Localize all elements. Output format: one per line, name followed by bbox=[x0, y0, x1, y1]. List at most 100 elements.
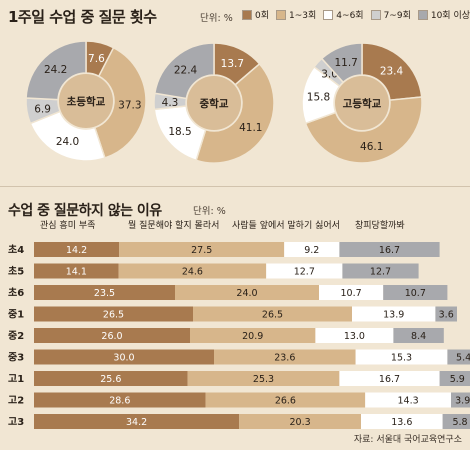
legend-label: 1~3회 bbox=[289, 11, 317, 21]
bar-value-label: 24.6 bbox=[182, 267, 203, 278]
bar-value-label: 25.6 bbox=[100, 374, 121, 385]
bar-value-label: 26.6 bbox=[275, 396, 296, 407]
bar-value-label: 14.3 bbox=[398, 396, 419, 407]
legend-label: 0회 bbox=[255, 11, 270, 21]
donut-slice-label: 24.2 bbox=[44, 64, 67, 76]
bar-value-label: 20.9 bbox=[242, 331, 263, 342]
source-note: 자료: 서울대 국어교육연구소 bbox=[353, 435, 462, 445]
bar-segment bbox=[187, 371, 340, 386]
bar-segment bbox=[34, 414, 240, 429]
bar-value-label: 26.5 bbox=[103, 310, 124, 321]
legend-label: 10회 이상 bbox=[430, 11, 470, 21]
bar-segment bbox=[315, 328, 394, 343]
donut-slice-label: 6.9 bbox=[34, 103, 51, 115]
donut-chart: 7.6 37.3 24.0 6.9 24.2 초등학교 bbox=[25, 40, 147, 162]
bar-segment bbox=[193, 306, 352, 322]
bar-value-label: 16.7 bbox=[379, 245, 400, 256]
legend-swatch bbox=[323, 9, 334, 20]
donut-slice bbox=[93, 46, 147, 159]
donut-slice bbox=[320, 42, 363, 84]
series-label: 뭘 질문해야 할지 몰라서 bbox=[128, 219, 219, 231]
bar-segment bbox=[284, 242, 340, 257]
donut-slice bbox=[29, 110, 106, 162]
donut-center bbox=[335, 76, 389, 130]
bar-value-label: 14.2 bbox=[66, 245, 87, 256]
bar-segment bbox=[319, 285, 384, 300]
donut-slice bbox=[25, 40, 87, 101]
bar-segment bbox=[442, 414, 470, 429]
bar-segment bbox=[119, 242, 285, 257]
bar-segment bbox=[239, 414, 361, 429]
bar-segment bbox=[393, 328, 444, 343]
legend-swatch bbox=[276, 9, 287, 20]
bar-segment bbox=[339, 371, 440, 386]
bar-segment bbox=[175, 285, 319, 300]
bar-value-label: 26.0 bbox=[101, 331, 122, 342]
bar-segment bbox=[34, 285, 175, 300]
bar-segment bbox=[214, 349, 356, 365]
bar-value-label: 5.4 bbox=[456, 353, 470, 364]
donut-slice-label: 37.3 bbox=[118, 99, 141, 111]
donut-unit-label: 단위: % bbox=[200, 13, 233, 24]
section-divider bbox=[0, 186, 470, 187]
bar-segment bbox=[447, 349, 470, 365]
legend-swatch bbox=[242, 9, 252, 20]
bar-value-label: 30.0 bbox=[113, 353, 134, 364]
bar-value-label: 34.2 bbox=[126, 417, 147, 428]
bar-value-label: 8.4 bbox=[411, 331, 426, 342]
donut-center-label: 중학교 bbox=[200, 97, 229, 110]
bar-value-label: 10.7 bbox=[341, 288, 362, 299]
bar-value-label: 20.3 bbox=[290, 417, 311, 428]
bar-value-label: 14.1 bbox=[66, 267, 87, 278]
donut-center-label: 고등학교 bbox=[343, 97, 382, 110]
legend-item: 1~3회 bbox=[276, 8, 316, 21]
legend-item: 4~6회 bbox=[323, 8, 364, 21]
bar-segment bbox=[190, 328, 316, 343]
category-label: 초5 bbox=[8, 265, 24, 278]
donut-slice-label: 23.4 bbox=[380, 65, 404, 77]
category-label: 고2 bbox=[8, 395, 24, 407]
bar-value-label: 5.8 bbox=[452, 417, 467, 428]
bar-value-label: 24.0 bbox=[236, 288, 257, 299]
bar-value-label: 10.7 bbox=[405, 288, 426, 299]
bar-segment bbox=[342, 263, 419, 279]
donut-slice bbox=[195, 62, 275, 164]
bar-segment bbox=[205, 392, 366, 408]
bar-value-label: 5.9 bbox=[450, 374, 465, 385]
bar-value-label: 26.5 bbox=[262, 310, 283, 321]
category-label: 초6 bbox=[8, 286, 24, 299]
donut-slice-label: 22.4 bbox=[174, 64, 198, 76]
bar-value-label: 3.6 bbox=[439, 310, 454, 321]
bar-value-label: 23.6 bbox=[274, 353, 295, 364]
donut-slice-label: 13.7 bbox=[221, 58, 244, 70]
bar-segment bbox=[435, 306, 457, 322]
series-label: 창피당할까봐 bbox=[355, 220, 405, 231]
donut-slice-label: 11.7 bbox=[334, 57, 357, 69]
donut-charts: 7.6 37.3 24.0 6.9 24.2 초등학교 13.7 41.1 18.5 4.3 22.… bbox=[25, 40, 423, 164]
donut-slice-label: 46.1 bbox=[360, 141, 383, 153]
category-label: 초4 bbox=[8, 243, 24, 256]
category-label: 고1 bbox=[8, 373, 24, 385]
bar-segment bbox=[451, 392, 470, 408]
bar-segment bbox=[34, 263, 119, 279]
bar-value-label: 13.0 bbox=[344, 331, 365, 342]
bar-unit-label: 단위: % bbox=[193, 206, 226, 217]
bar-value-label: 16.7 bbox=[379, 374, 400, 385]
legend-item: 0회 bbox=[242, 8, 269, 21]
legend-label: 4~6회 bbox=[336, 11, 364, 21]
bar-segment bbox=[34, 392, 206, 408]
bar-value-label: 15.3 bbox=[391, 353, 412, 364]
bar-value-label: 25.3 bbox=[253, 374, 274, 385]
stacked-bar-chart: 관심 흥미 부족 뭘 질문해야 할지 몰라서 사람들 앞에서 말하기 싫어서 창피당할… bbox=[8, 219, 470, 429]
bar-segment bbox=[266, 263, 343, 279]
bar-segment bbox=[361, 414, 443, 429]
series-label: 사람들 앞에서 말하기 싫어서 bbox=[232, 219, 340, 231]
bar-segment bbox=[365, 392, 451, 408]
donut-slice bbox=[153, 42, 215, 100]
bar-section-title: 수업 중 질문하지 않는 이유 bbox=[8, 203, 162, 219]
bar-segment bbox=[34, 242, 120, 257]
donut-slice-label: 7.6 bbox=[88, 53, 105, 65]
category-label: 중1 bbox=[8, 309, 24, 321]
bar-segment bbox=[34, 349, 214, 365]
